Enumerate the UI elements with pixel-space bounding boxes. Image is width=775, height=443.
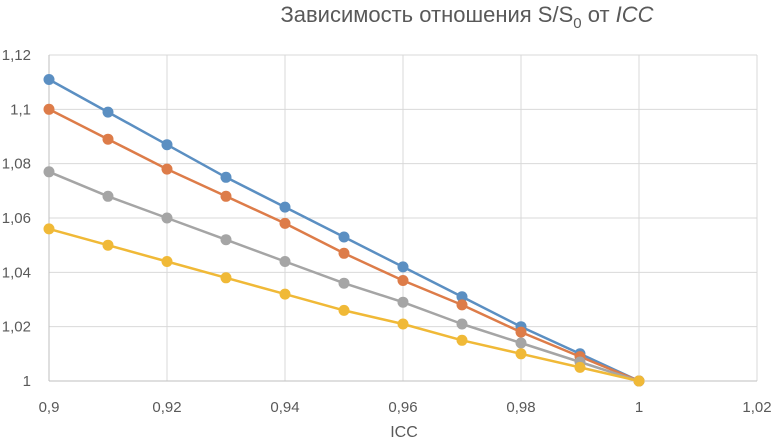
data-point [102,106,114,118]
data-point [102,190,114,202]
x-tick-label: 0,96 [388,399,417,416]
data-point [43,166,55,178]
x-tick-label: 0,9 [39,399,60,416]
data-point [279,288,291,300]
y-tick-label: 1,08 [2,156,31,173]
data-point [161,139,173,151]
data-point [515,337,527,349]
data-point [633,375,645,387]
data-point [456,291,468,303]
x-tick-label: 1,02 [742,399,771,416]
y-tick-label: 1 [23,373,31,390]
data-point [43,103,55,115]
series-line [48,78,640,383]
y-tick-label: 1,02 [2,319,31,336]
data-point [161,256,173,267]
y-tick-label: 1,04 [2,264,31,281]
data-point [397,275,409,286]
x-tick-label: 0,92 [152,399,181,416]
series-group [43,74,645,387]
data-point [574,361,586,373]
series-3 [43,166,645,387]
x-tick-label: 0,94 [270,399,299,416]
data-point [397,261,409,273]
data-point [220,171,232,183]
data-point [220,234,232,246]
y-tick-label: 1,06 [2,210,31,227]
series-1 [43,74,645,387]
series-2 [43,103,645,387]
data-point [43,223,55,235]
data-point [279,201,291,213]
data-point [515,326,527,338]
data-point [397,318,409,330]
y-tick-label: 1,12 [2,47,31,64]
data-point [220,272,232,284]
x-tick-labels: 0,9 0,92 0,94 0,96 0,98 1 1,02 [39,399,772,416]
x-axis-label: ICC [390,424,418,441]
data-point [515,348,527,360]
data-point [456,299,468,311]
data-point [220,190,232,202]
data-point [338,231,350,243]
series-line [48,170,640,383]
data-point [338,247,350,259]
y-tick-label: 1,1 [10,101,31,118]
chart-title: Зависимость отношения S/S0 от ICC [280,2,653,32]
x-tick-label: 0,98 [506,399,535,416]
data-point [338,304,350,316]
data-point [102,133,114,145]
data-point [161,212,173,224]
series-4 [43,223,645,387]
data-point [161,163,173,175]
data-point [456,334,468,346]
data-point [397,296,409,308]
y-tick-labels: 1 1,02 1,04 1,06 1,08 1,1 1,12 [2,47,31,390]
data-point [279,256,291,267]
gridlines [49,54,758,381]
data-point [279,217,291,229]
data-point [43,74,55,85]
data-point [338,277,350,289]
data-point [102,239,114,251]
x-tick-label: 1 [635,399,643,416]
data-point [456,318,468,330]
